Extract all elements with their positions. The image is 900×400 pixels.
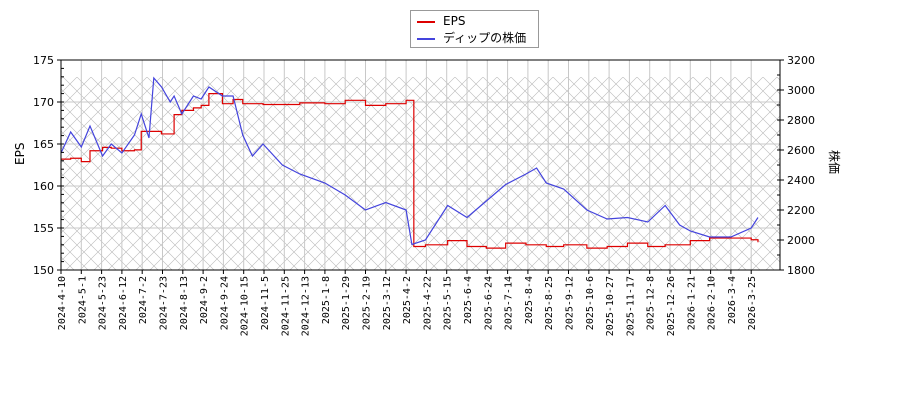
legend-item-price: ディップの株価	[417, 30, 526, 46]
svg-text:2025-1-29: 2025-1-29	[341, 276, 352, 330]
svg-text:2025-11-17: 2025-11-17	[625, 276, 636, 336]
svg-text:2025-12-8: 2025-12-8	[646, 276, 657, 330]
legend: EPS ディップの株価	[410, 10, 539, 48]
svg-text:2025-10-6: 2025-10-6	[585, 276, 596, 330]
svg-text:1800: 1800	[787, 264, 815, 277]
svg-text:2800: 2800	[787, 114, 815, 127]
svg-text:150: 150	[33, 264, 54, 277]
svg-text:175: 175	[33, 54, 54, 67]
svg-text:2024-5-23: 2024-5-23	[98, 276, 109, 330]
left-axis: 150 155 160 165 170 175	[33, 54, 64, 277]
svg-text:170: 170	[33, 96, 54, 109]
svg-text:2024-4-10: 2024-4-10	[57, 276, 68, 330]
legend-swatch-eps	[417, 20, 435, 23]
svg-text:2400: 2400	[787, 174, 815, 187]
svg-text:2026-2-10: 2026-2-10	[707, 276, 718, 330]
svg-text:2025-2-19: 2025-2-19	[362, 276, 373, 330]
svg-text:2025-8-4: 2025-8-4	[524, 276, 535, 324]
svg-text:2024-11-5: 2024-11-5	[260, 276, 271, 330]
svg-text:2600: 2600	[787, 144, 815, 157]
svg-text:2000: 2000	[787, 234, 815, 247]
legend-item-eps: EPS	[417, 13, 465, 29]
svg-text:2024-7-23: 2024-7-23	[159, 276, 170, 330]
svg-text:165: 165	[33, 138, 54, 151]
svg-text:2024-8-13: 2024-8-13	[179, 276, 190, 330]
svg-text:2025-7-14: 2025-7-14	[504, 276, 515, 330]
svg-text:2025-6-24: 2025-6-24	[483, 276, 494, 330]
svg-text:2200: 2200	[787, 204, 815, 217]
svg-text:2024-5-1: 2024-5-1	[77, 276, 88, 324]
svg-text:2025-1-8: 2025-1-8	[321, 276, 332, 324]
svg-text:2025-6-4: 2025-6-4	[463, 276, 474, 324]
right-axis-label: 株価	[827, 150, 841, 175]
svg-text:2024-10-15: 2024-10-15	[240, 276, 251, 336]
svg-text:2026-1-21: 2026-1-21	[686, 276, 697, 330]
svg-text:2026-3-25: 2026-3-25	[747, 276, 758, 330]
svg-text:2025-12-26: 2025-12-26	[666, 276, 677, 336]
svg-text:2024-6-12: 2024-6-12	[118, 276, 129, 330]
svg-text:2025-10-27: 2025-10-27	[605, 276, 616, 336]
svg-text:2025-3-12: 2025-3-12	[382, 276, 393, 330]
svg-text:2025-5-15: 2025-5-15	[443, 276, 454, 330]
svg-text:155: 155	[33, 222, 54, 235]
svg-text:2025-4-2: 2025-4-2	[402, 276, 413, 324]
svg-text:2025-4-22: 2025-4-22	[422, 276, 433, 330]
data-series	[61, 76, 759, 249]
svg-text:2024-9-2: 2024-9-2	[199, 276, 210, 324]
svg-text:2026-3-4: 2026-3-4	[727, 276, 738, 324]
svg-text:160: 160	[33, 180, 54, 193]
right-axis: 1800 2000 2200 2400 2600 2800 3000 3200	[777, 54, 815, 277]
plot-area	[61, 60, 780, 270]
legend-label-eps: EPS	[443, 14, 466, 28]
x-axis: 2024-4-10 2024-5-1 2024-5-23 2024-6-12 2024-…	[57, 270, 758, 336]
svg-text:2024-7-2: 2024-7-2	[138, 276, 149, 324]
svg-text:2024-11-25: 2024-11-25	[280, 276, 291, 336]
svg-text:2025-9-12: 2025-9-12	[565, 276, 576, 330]
svg-text:2024-12-13: 2024-12-13	[301, 276, 312, 336]
svg-text:2024-9-24: 2024-9-24	[219, 276, 230, 330]
legend-swatch-price	[417, 37, 435, 40]
legend-label-price: ディップの株価	[443, 31, 527, 45]
svg-text:3200: 3200	[787, 54, 815, 67]
left-axis-label: EPS	[13, 142, 27, 165]
svg-text:3000: 3000	[787, 84, 815, 97]
svg-text:2025-8-25: 2025-8-25	[544, 276, 555, 330]
